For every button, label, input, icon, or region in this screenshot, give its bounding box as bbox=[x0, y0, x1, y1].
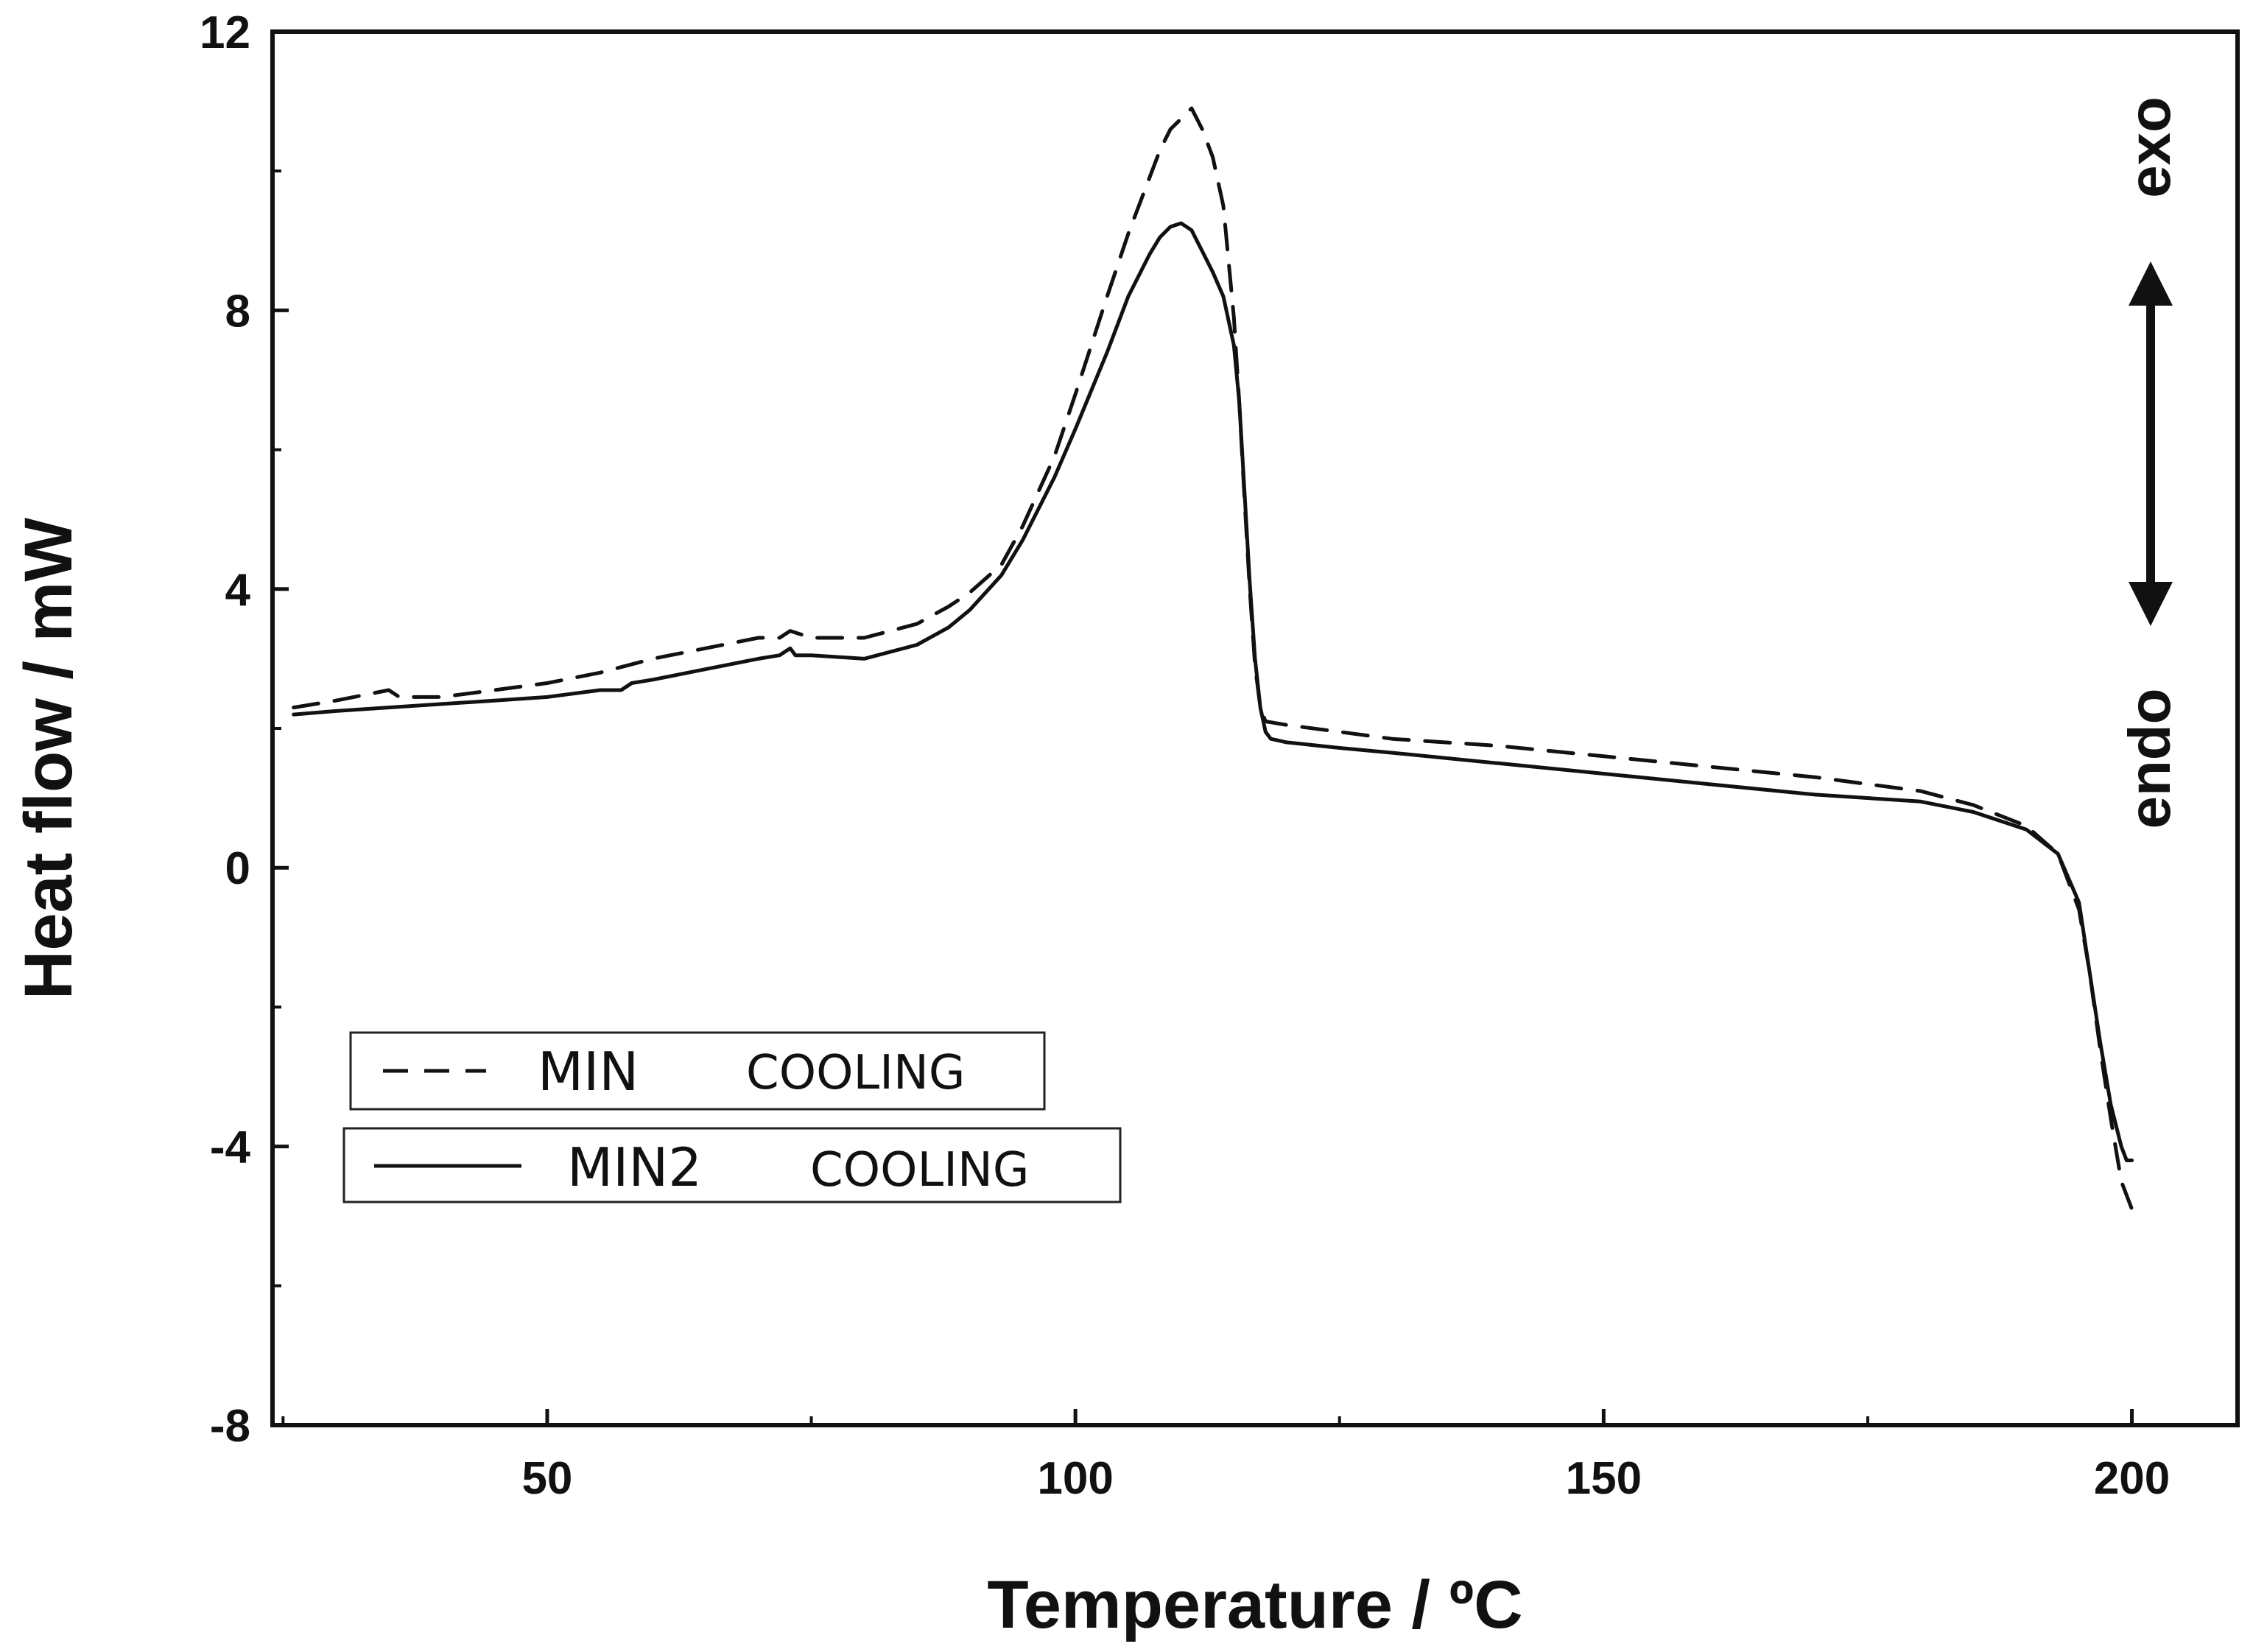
legend-entry-min: MIN COOLING bbox=[349, 1031, 1046, 1111]
legend-label-min: MIN bbox=[538, 1041, 639, 1103]
x-tick-label: 150 bbox=[1566, 1453, 1642, 1504]
plot-frame bbox=[270, 29, 2240, 1427]
y-tick-label: -8 bbox=[210, 1401, 250, 1452]
tick-labels: 50 100 150 200 -8 -4 0 4 8 12 bbox=[200, 7, 2170, 1504]
series-line-min2 bbox=[292, 221, 2134, 1162]
legend-sub-min: COOLING bbox=[746, 1046, 965, 1100]
y-tick-label: 12 bbox=[200, 7, 250, 58]
legend-label-min2: MIN2 bbox=[567, 1136, 702, 1198]
series-line-min bbox=[292, 106, 2134, 1212]
y-tick-label: 8 bbox=[225, 286, 250, 337]
exo-endo-arrow bbox=[2129, 261, 2173, 626]
x-tick-label: 100 bbox=[1037, 1453, 1113, 1504]
y-tick-label: -4 bbox=[210, 1122, 251, 1173]
y-tick-label: 0 bbox=[225, 843, 250, 894]
x-tick-label: 50 bbox=[521, 1453, 572, 1504]
axis-ticks bbox=[273, 29, 2134, 1427]
x-axis-title: Temperature / ºC bbox=[987, 1567, 1522, 1642]
exo-label: exo bbox=[2117, 96, 2182, 198]
x-tick-label: 200 bbox=[2094, 1453, 2170, 1504]
legend-entry-min2: MIN2 COOLING bbox=[342, 1127, 1122, 1203]
y-axis-title: Heat flow / mW bbox=[11, 518, 86, 999]
plot-content bbox=[292, 106, 2134, 1212]
legend: MIN COOLING MIN2 COOLING bbox=[342, 1031, 1122, 1203]
legend-sub-min2: COOLING bbox=[810, 1143, 1029, 1198]
y-tick-label: 4 bbox=[225, 565, 251, 616]
endo-label: endo bbox=[2117, 688, 2182, 829]
